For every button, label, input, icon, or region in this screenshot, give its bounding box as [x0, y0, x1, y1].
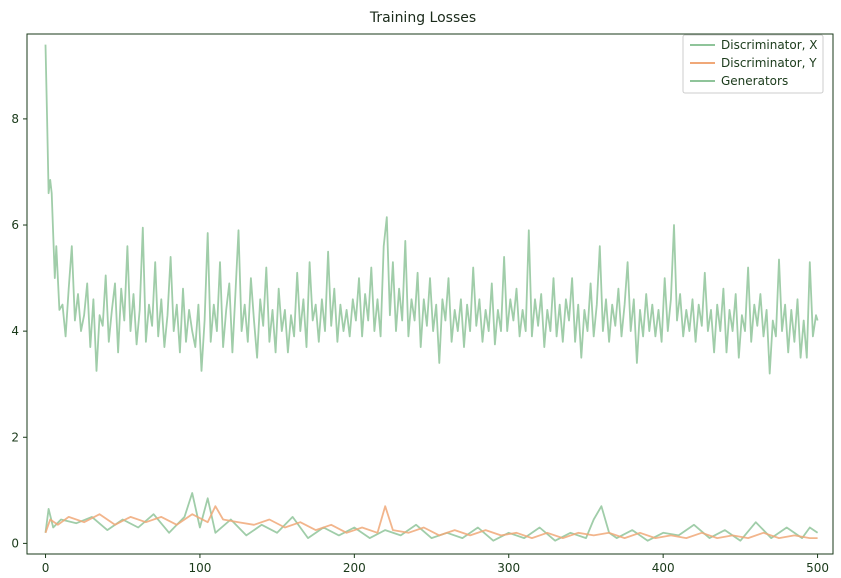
y-tick-label: 6 [11, 218, 19, 232]
legend: Discriminator, X Discriminator, Y Genera… [682, 34, 824, 94]
legend-label-generators: Generators [721, 74, 788, 88]
chart-title: Training Losses [369, 10, 476, 26]
y-axis: 0 2 4 6 8 [11, 112, 27, 550]
x-axis: 0 100 200 300 400 500 [42, 554, 829, 575]
x-tick-label: 100 [188, 561, 211, 575]
legend-box [682, 34, 824, 94]
series-line-generators [44, 44, 819, 375]
x-tick-label: 0 [42, 561, 50, 575]
y-tick-label: 4 [11, 324, 19, 338]
x-tick-label: 300 [497, 561, 520, 575]
legend-label-discriminator-x: Discriminator, X [721, 38, 818, 52]
y-tick-label: 2 [11, 430, 19, 444]
plot-frame [26, 33, 834, 555]
series-line-discriminator-x [44, 492, 819, 542]
legend-label-discriminator-y: Discriminator, Y [721, 56, 817, 70]
plot-lines [44, 44, 819, 542]
y-tick-label: 0 [11, 536, 19, 550]
x-tick-label: 500 [806, 561, 829, 575]
x-tick-label: 200 [343, 561, 366, 575]
x-tick-label: 400 [652, 561, 675, 575]
y-tick-label: 8 [11, 112, 19, 126]
series-line-discriminator-y [44, 505, 818, 539]
